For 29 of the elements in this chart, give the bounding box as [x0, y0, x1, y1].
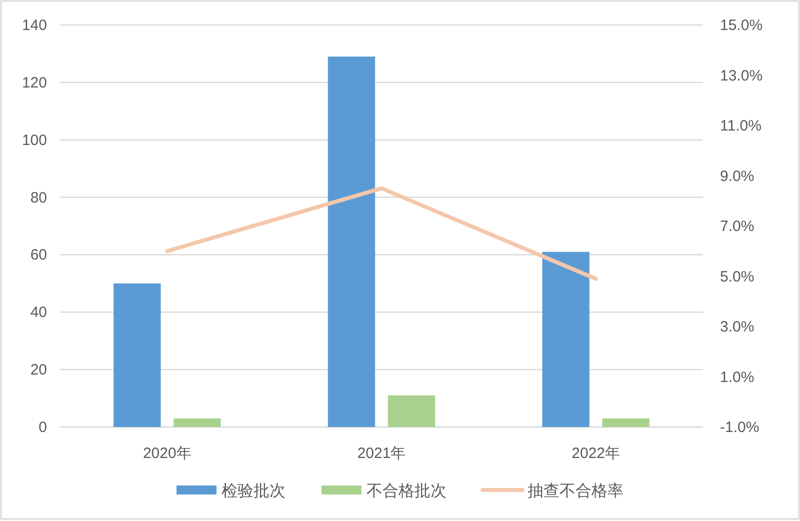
y-tick: 80 — [30, 189, 47, 206]
legend-label: 抽查不合格率 — [528, 482, 624, 500]
y2-tick: 1.0% — [720, 368, 754, 386]
bar — [114, 283, 161, 427]
y-tick: 120 — [22, 74, 47, 92]
y2-tick: 15.0% — [720, 17, 763, 34]
y-tick: 60 — [30, 246, 47, 264]
y2-tick: -1.0% — [720, 419, 760, 436]
y2-tick: 11.0% — [720, 118, 762, 134]
bar — [328, 56, 376, 427]
y-tick: 40 — [30, 304, 47, 322]
x-tick: 2022年 — [572, 445, 620, 462]
bar — [602, 418, 650, 427]
y2-tick: 5.0% — [720, 268, 754, 286]
x-tick: 2021年 — [357, 445, 406, 462]
y2-tick: 13.0% — [720, 67, 763, 84]
y2-tick: 7.0% — [720, 218, 754, 235]
y-tick: 140 — [22, 17, 47, 34]
y2-tick: 3.0% — [720, 318, 754, 336]
bar — [542, 252, 590, 427]
bar — [388, 395, 436, 427]
y-tick: 20 — [30, 362, 47, 379]
y2-tick: 9.0% — [720, 168, 754, 185]
legend-label: 检验批次 — [222, 482, 286, 500]
x-tick: 2020年 — [142, 445, 192, 462]
bar — [174, 418, 221, 427]
legend-label: 不合格批次 — [366, 482, 446, 500]
y-tick: 0 — [38, 419, 47, 436]
y-tick: 100 — [22, 132, 47, 149]
